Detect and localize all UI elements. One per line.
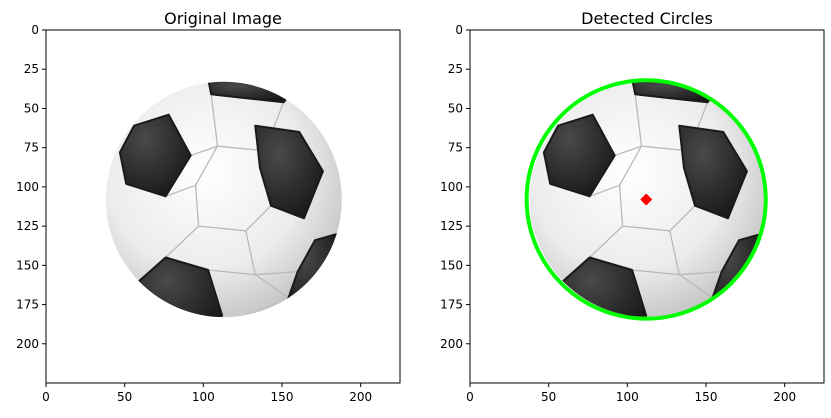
ball-seam [614,145,642,157]
y-tick-label: 150 [16,258,39,272]
y-tick-label: 0 [31,23,39,37]
x-tick-label: 0 [466,390,474,404]
y-tick-label: 50 [448,101,463,115]
x-tick-label: 150 [695,390,718,404]
axes-frame [45,29,401,384]
y-tick-label: 150 [440,258,463,272]
soccer-ball-image [470,30,824,383]
x-tick-label: 100 [616,390,639,404]
x-tick-label: 50 [541,390,556,404]
y-tick-label: 200 [16,337,39,351]
y-axis-ticks: 0 25 50 75 100 125 150 175 200 [440,23,470,351]
x-tick-label: 50 [117,390,132,404]
axes-frame [469,29,825,384]
ball-black-patch [678,124,748,220]
soccer-ball-image [46,30,400,383]
detected-circles-panel: Detected Circles 0 50 100 150 200 0 25 50 75 100… [440,9,825,404]
ball-seam [190,145,218,157]
y-tick-label: 25 [448,62,463,76]
panel-title: Original Image [164,9,282,28]
x-tick-label: 0 [42,390,50,404]
ball-seam [589,225,624,258]
y-tick-label: 200 [440,337,463,351]
y-tick-label: 0 [455,23,463,37]
y-tick-label: 75 [24,141,39,155]
circle-center-marker [640,193,653,206]
y-tick-label: 125 [440,219,463,233]
ball-black-patch [254,124,324,220]
ball-seam [210,94,219,147]
overlay [524,78,768,321]
ball-seam [165,184,196,197]
ball-black-patch [118,113,192,198]
y-tick-label: 175 [16,298,39,312]
ball-seam [165,225,200,258]
ball-seam [634,94,643,147]
ball-black-patch [542,113,616,198]
ball-patches [529,81,763,318]
panel-title: Detected Circles [581,9,713,28]
x-axis-ticks: 0 50 100 150 200 [42,383,372,404]
y-tick-label: 75 [448,141,463,155]
x-tick-label: 200 [349,390,372,404]
y-axis-ticks: 0 25 50 75 100 125 150 175 200 [16,23,46,351]
ball-seam [679,270,722,276]
ball-seam [255,270,298,276]
x-tick-label: 200 [773,390,796,404]
original-image-panel: Original Image 0 50 100 150 200 0 25 50 75 100 12… [16,9,401,404]
x-tick-label: 100 [192,390,215,404]
ball-seam [589,184,620,197]
y-tick-label: 100 [16,180,39,194]
detected-circle [524,78,768,321]
y-tick-label: 175 [440,298,463,312]
y-tick-label: 25 [24,62,39,76]
y-tick-label: 100 [440,180,463,194]
x-axis-ticks: 0 50 100 150 200 [466,383,796,404]
x-tick-label: 150 [271,390,294,404]
y-tick-label: 125 [16,219,39,233]
y-tick-label: 50 [24,101,39,115]
